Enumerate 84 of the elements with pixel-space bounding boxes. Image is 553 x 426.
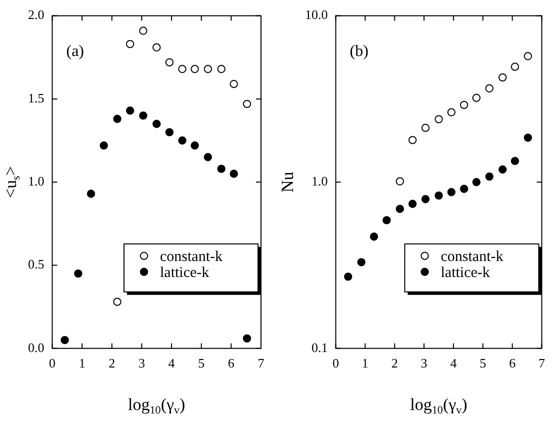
y-tick-label: 1.5 bbox=[28, 90, 44, 106]
point bbox=[190, 141, 199, 150]
x-tick-label: 7 bbox=[538, 356, 546, 371]
x-tick-label: 5 bbox=[198, 356, 205, 371]
point bbox=[139, 26, 148, 35]
x-tick-label: 5 bbox=[480, 356, 486, 371]
point bbox=[485, 84, 494, 92]
y-tick-label: 0.1 bbox=[312, 340, 328, 355]
point bbox=[204, 153, 212, 162]
point bbox=[485, 172, 494, 181]
point bbox=[472, 94, 481, 102]
legend-label: lattice-k bbox=[160, 264, 210, 281]
x-tick-label: 3 bbox=[138, 356, 145, 371]
point bbox=[113, 114, 122, 124]
point bbox=[510, 62, 520, 71]
point bbox=[60, 336, 69, 344]
point bbox=[498, 73, 507, 82]
y-tick-label: 0.0 bbox=[28, 340, 44, 355]
point bbox=[178, 136, 186, 145]
x-tick-label: 1 bbox=[78, 356, 86, 371]
point bbox=[408, 136, 417, 144]
y-tick-label: 1.0 bbox=[28, 174, 44, 189]
legend-label: constant-k bbox=[160, 248, 223, 265]
y-axis-title: <us> bbox=[1, 166, 22, 198]
x-tick-label: 4 bbox=[168, 356, 176, 371]
x-tick-label: 1 bbox=[362, 356, 368, 371]
point bbox=[190, 64, 199, 74]
y-tick-label: 1.0 bbox=[312, 174, 328, 189]
point bbox=[382, 216, 391, 224]
point bbox=[230, 80, 238, 88]
point bbox=[460, 184, 468, 194]
point bbox=[217, 64, 226, 74]
point bbox=[152, 43, 161, 52]
x-tick-label: 4 bbox=[450, 356, 458, 371]
point bbox=[344, 272, 352, 281]
point bbox=[370, 232, 378, 241]
y-axis-title: Nu bbox=[278, 171, 297, 192]
point bbox=[126, 40, 134, 48]
point bbox=[524, 134, 532, 142]
point bbox=[242, 334, 252, 343]
point bbox=[139, 111, 148, 120]
x-tick-label: 7 bbox=[258, 356, 265, 371]
x-tick-label: 2 bbox=[108, 356, 116, 371]
point bbox=[460, 100, 468, 110]
y-tick-label: 10.0 bbox=[305, 7, 328, 22]
point bbox=[113, 298, 122, 306]
point bbox=[421, 195, 430, 204]
x-tick-label: 3 bbox=[420, 356, 428, 371]
point bbox=[396, 177, 404, 186]
legend-label: constant-k bbox=[440, 248, 504, 265]
x-tick-label: 0 bbox=[49, 356, 56, 371]
point bbox=[498, 165, 507, 174]
point bbox=[86, 190, 96, 198]
y-tick-label: 0.5 bbox=[28, 256, 44, 272]
point bbox=[434, 191, 443, 200]
point bbox=[165, 58, 174, 66]
x-tick-label: 6 bbox=[228, 356, 235, 371]
point bbox=[217, 164, 226, 173]
annotation: (a) bbox=[66, 42, 84, 60]
point bbox=[524, 52, 532, 60]
x-tick-label: 0 bbox=[332, 356, 339, 371]
point bbox=[74, 269, 82, 278]
x-tick-label: 6 bbox=[509, 356, 516, 371]
point bbox=[510, 156, 520, 166]
point bbox=[408, 200, 417, 208]
annotation: (b) bbox=[350, 42, 368, 60]
point bbox=[230, 170, 238, 178]
point bbox=[357, 258, 366, 266]
point bbox=[178, 64, 186, 74]
point bbox=[165, 128, 174, 136]
point bbox=[242, 100, 252, 108]
point bbox=[447, 188, 456, 196]
point bbox=[126, 106, 134, 115]
point bbox=[421, 124, 430, 132]
y-tick-label: 2.0 bbox=[28, 7, 44, 22]
point bbox=[100, 141, 108, 150]
point bbox=[472, 178, 481, 186]
legend-label: lattice-k bbox=[440, 264, 490, 281]
point bbox=[434, 115, 443, 124]
point bbox=[447, 108, 456, 116]
point bbox=[152, 120, 161, 128]
point bbox=[204, 64, 212, 74]
point bbox=[396, 204, 404, 213]
x-tick-label: 2 bbox=[391, 356, 398, 371]
